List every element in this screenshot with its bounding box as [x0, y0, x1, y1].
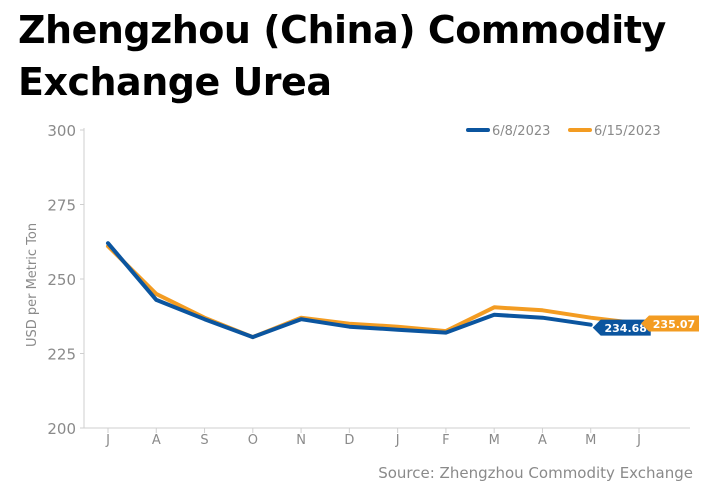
x-tick-label: S: [200, 433, 208, 448]
x-tick-label: N: [296, 433, 306, 448]
y-tick-label: 250: [47, 271, 76, 289]
y-axis-title: USD per Metric Ton: [25, 223, 40, 347]
x-tick-label: O: [248, 433, 258, 448]
x-tick-label: M: [585, 433, 596, 448]
end-label-tag: [592, 319, 651, 336]
x-tick-label: D: [344, 433, 354, 448]
x-tick-label: A: [152, 433, 161, 448]
legend-label: 6/15/2023: [594, 124, 661, 139]
y-tick-label: 275: [47, 197, 76, 215]
x-tick-label: F: [442, 433, 449, 448]
chart-title: Zhengzhou (China) Commodity Exchange Ure…: [18, 8, 666, 104]
series-line-6-8-2023: [106, 241, 593, 340]
x-tick-label: A: [538, 433, 547, 448]
x-tick-label: J: [636, 433, 641, 448]
series-line-6-15-2023: [106, 244, 641, 340]
end-label-value: 235.07: [653, 318, 695, 331]
y-tick-label: 300: [47, 122, 76, 140]
y-tick-label: 225: [47, 346, 76, 364]
legend-label: 6/8/2023: [492, 124, 550, 139]
x-tick-label: J: [105, 433, 110, 448]
end-label-tag: [641, 315, 699, 332]
source-note: Source: Zhengzhou Commodity Exchange: [378, 464, 693, 482]
end-label-value: 234.68: [605, 322, 647, 335]
x-tick-label: J: [395, 433, 400, 448]
x-tick-label: M: [489, 433, 500, 448]
y-tick-label: 200: [47, 420, 76, 438]
